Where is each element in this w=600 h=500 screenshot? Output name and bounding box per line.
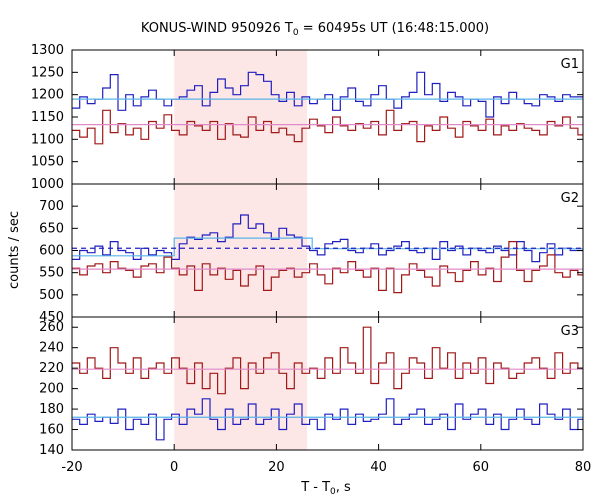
g2-ytick-label: 550 — [39, 266, 64, 281]
x-tick-label: 0 — [170, 460, 178, 475]
chart-title: KONUS-WIND 950926 T0 = 60495s UT (16:48:… — [141, 21, 489, 38]
g3-ytick-label: 180 — [39, 402, 64, 417]
g1-series-1 — [72, 109, 583, 145]
x-axis-label: T - T0, s — [300, 480, 351, 497]
g3-panel-label: G3 — [561, 324, 579, 339]
g2-ytick-label: 650 — [39, 221, 64, 236]
x-tick-label: 80 — [575, 460, 592, 475]
g1-panel-label: G1 — [561, 57, 579, 72]
g1-frame — [71, 49, 584, 185]
x-tick-label: 40 — [370, 460, 387, 475]
g1-ytick-label: 1150 — [31, 110, 64, 125]
g2-ytick-label: 700 — [39, 199, 64, 214]
g2-panel-label: G2 — [561, 191, 579, 206]
g3-series-1 — [72, 326, 583, 395]
g3-ytick-label: 220 — [39, 361, 64, 376]
g3-series-0 — [72, 398, 583, 441]
g3-ytick-label: 260 — [39, 320, 64, 335]
y-axis-label: counts / sec — [7, 211, 22, 289]
shaded-interval — [174, 50, 308, 450]
x-tick-label: 20 — [268, 460, 285, 475]
g1-ytick-label: 1250 — [31, 65, 64, 80]
g1-ytick-label: 1100 — [31, 132, 64, 147]
x-tick-label: 60 — [473, 460, 490, 475]
g2-series-0 — [72, 214, 583, 263]
g2-ytick-label: 450 — [39, 310, 64, 325]
g3-ytick-label: 160 — [39, 423, 64, 438]
g2-series-2 — [72, 237, 583, 257]
g2-ytick-label: 500 — [39, 288, 64, 303]
g3-ytick-label: 140 — [39, 443, 64, 458]
g1-ytick-label: 1200 — [31, 88, 64, 103]
g2-ytick-label: 600 — [39, 244, 64, 259]
g1-series-0 — [72, 71, 583, 118]
g3-frame — [71, 316, 584, 451]
g1-ytick-label: 1000 — [31, 177, 64, 192]
g3-ytick-label: 200 — [39, 382, 64, 397]
g1-ytick-label: 1050 — [31, 155, 64, 170]
g1-ytick-label: 1300 — [31, 43, 64, 58]
x-tick-label: -20 — [61, 460, 82, 475]
g3-ytick-label: 240 — [39, 341, 64, 356]
g2-series-1 — [72, 241, 583, 294]
